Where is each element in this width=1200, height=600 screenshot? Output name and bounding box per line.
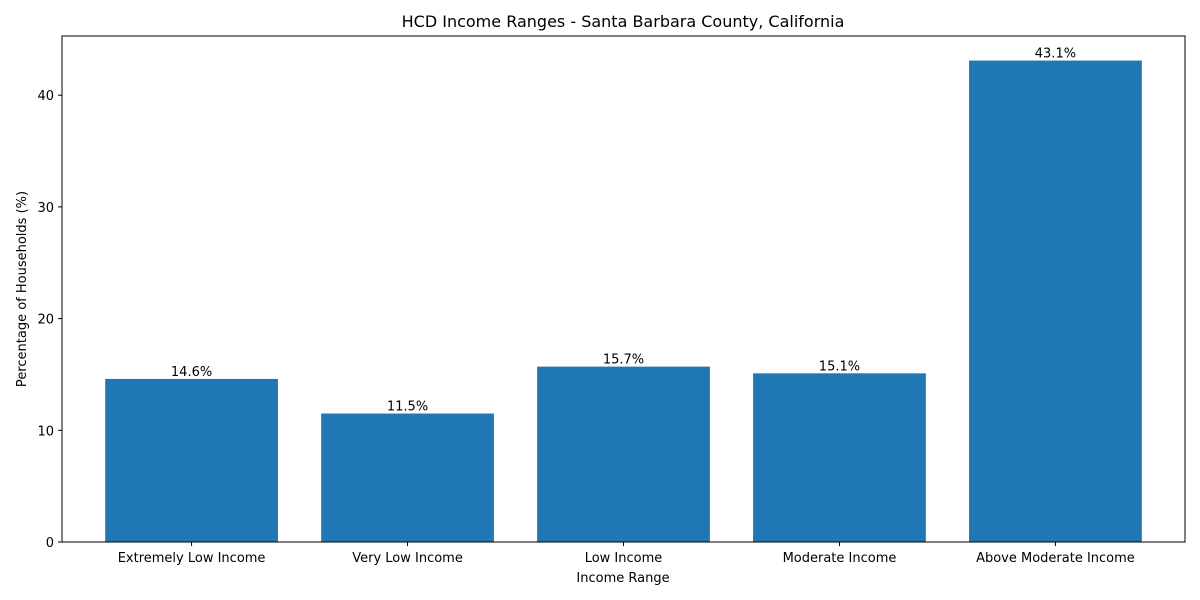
bar-data-label: 11.5% <box>387 400 428 415</box>
bar <box>969 60 1142 543</box>
bar <box>753 373 926 542</box>
y-tick-label: 0 <box>46 536 54 551</box>
bar-data-label: 43.1% <box>1035 47 1076 62</box>
x-tick-label: Moderate Income <box>783 551 897 566</box>
bar-data-label: 14.6% <box>171 365 212 380</box>
y-tick-label: 40 <box>37 89 54 104</box>
x-tick-label: Very Low Income <box>352 551 463 566</box>
chart-title: HCD Income Ranges - Santa Barbara County… <box>402 12 845 31</box>
y-axis-label: Percentage of Households (%) <box>15 191 30 387</box>
x-tick-label: Above Moderate Income <box>976 551 1135 566</box>
x-tick-label: Low Income <box>585 551 663 566</box>
bar-data-label: 15.1% <box>819 359 860 374</box>
x-tick-label: Extremely Low Income <box>118 551 266 566</box>
ticks-group: Extremely Low Income Very Low Income Low I… <box>37 89 1134 566</box>
bar-data-label: 15.7% <box>603 353 644 368</box>
plot-frame <box>61 35 1186 543</box>
y-tick-label: 10 <box>37 424 54 439</box>
bar <box>105 378 278 542</box>
bars-group: 14.6% 11.5% 15.7% 15.1% 43.1% <box>105 47 1142 543</box>
y-tick-label: 20 <box>37 313 54 328</box>
bar <box>321 413 494 542</box>
y-tick-label: 30 <box>37 201 54 216</box>
x-axis-label: Income Range <box>576 571 669 586</box>
bar <box>537 366 710 542</box>
